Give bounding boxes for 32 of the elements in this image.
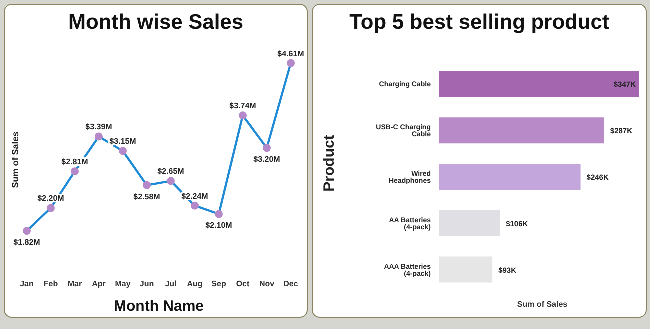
data-label: $2.10M [206,221,233,230]
data-label: $2.65M [158,167,185,176]
data-label: $4.61M [278,49,305,58]
x-axis-title: Sum of Sales [516,300,569,309]
y-axis-title: Sum of Sales [10,132,20,188]
x-tick-label: Apr [92,280,106,289]
chart-title: Top 5 best selling product [348,11,610,35]
x-tick-label: Feb [44,280,58,289]
data-label: $3.74M [230,102,257,111]
x-tick-label: Jan [20,280,34,289]
bar [439,210,500,236]
bar [439,164,581,190]
x-tick-label: Nov [259,280,276,289]
x-axis-title: Month Name [114,298,204,315]
data-label: $3.39M [86,122,113,132]
chart-title: Month wise Sales [67,11,245,35]
data-label: $3.20M [254,155,281,164]
bar [439,256,493,283]
x-tick-label: Aug [187,280,203,289]
x-tick-label: Jun [140,280,154,289]
data-label: $1.82M [14,238,41,248]
x-tick-label: Oct [236,280,250,289]
x-tick-label: Dec [284,280,299,289]
y-axis-title: Product [320,135,338,192]
x-tick-label: May [115,280,132,289]
data-label: $3.15M [110,137,137,146]
x-tick-label: Sep [212,280,226,289]
bar [439,71,639,98]
x-tick-label: Jul [165,280,177,289]
x-tick-label: Mar [68,280,82,289]
data-label: $2.58M [134,192,161,202]
bar [439,118,604,144]
